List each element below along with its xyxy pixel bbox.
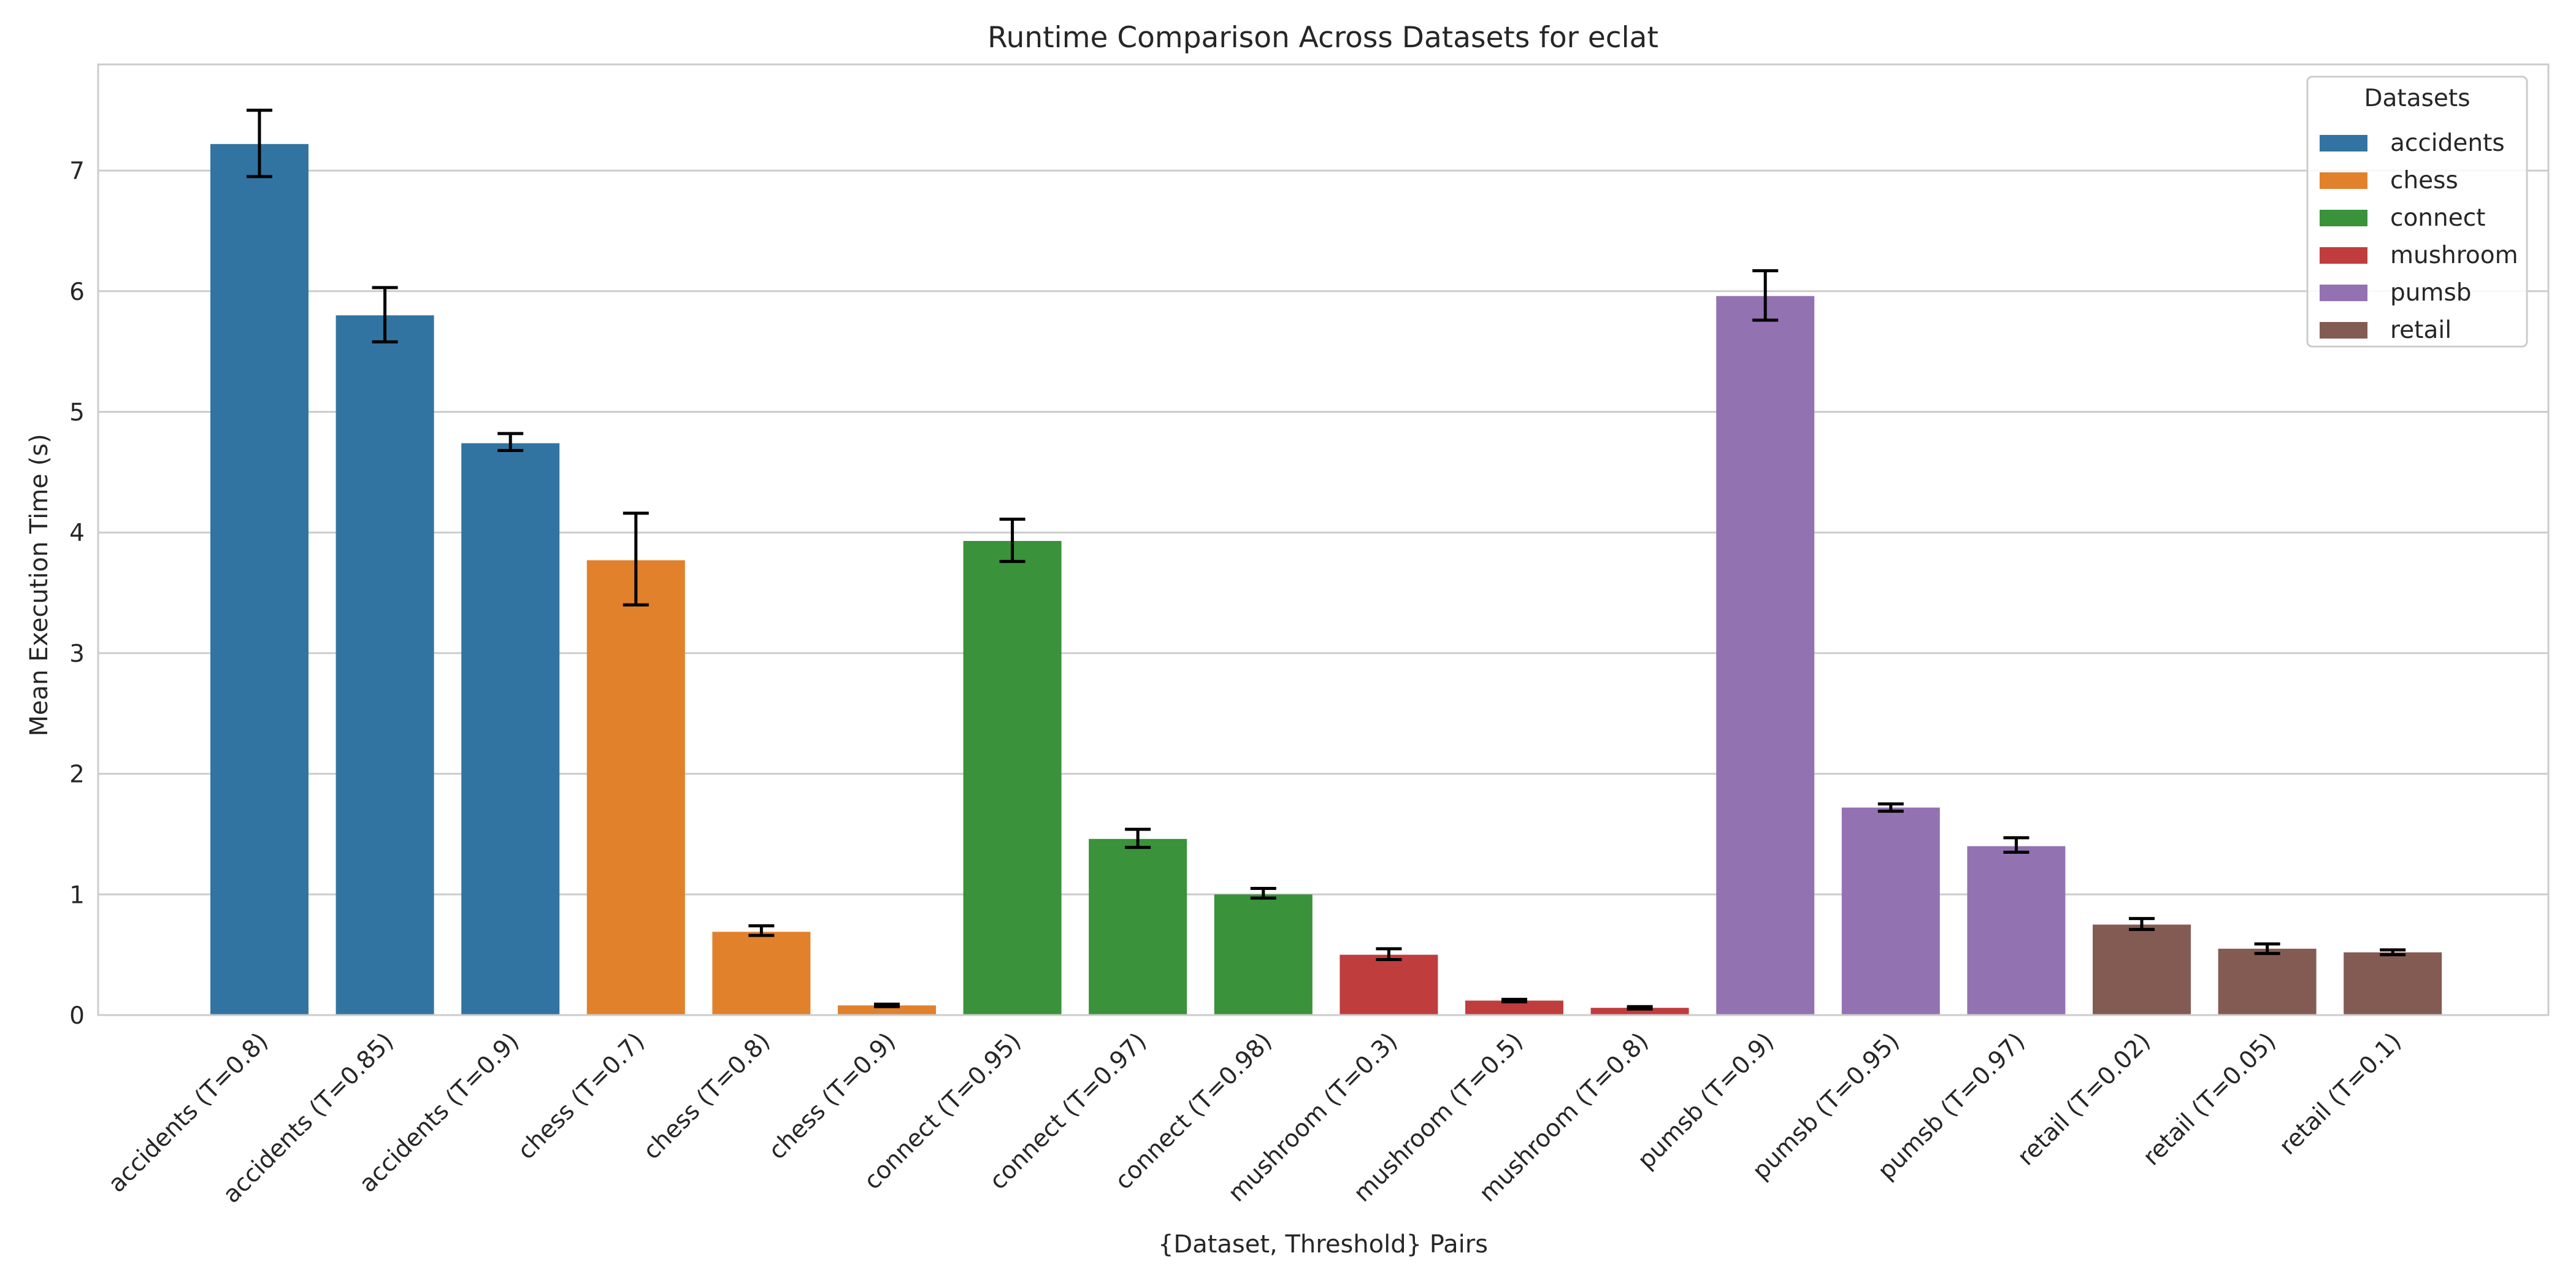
x-tick-label: chess (T=0.8) [638,1027,775,1165]
legend-title: Datasets [2364,85,2470,112]
bar-connect-t-0-97 [1089,838,1187,1015]
bar-mushroom-t-0-5 [1465,1000,1563,1015]
bar-pumsb-t-0-95 [1841,807,1940,1015]
legend-swatch-retail [2320,322,2367,339]
bar-connect-t-0-95 [963,540,1062,1015]
x-tick-label: chess (T=0.7) [513,1027,650,1165]
y-tick-label: 3 [69,640,85,668]
error-bar-accidents-t-0-9 [497,432,524,452]
legend-swatch-mushroom [2320,247,2367,264]
y-tick-label: 5 [69,399,85,426]
legend-label-connect: connect [2390,204,2485,232]
legend-label-mushroom: mushroom [2390,242,2518,269]
error-bar-connect-t-0-95 [999,518,1025,563]
legend-label-accidents: accidents [2390,129,2505,157]
error-bar-accidents-t-0-8 [247,109,272,178]
error-bar-chess-t-0-7 [623,512,649,607]
legend-swatch-connect [2320,210,2367,226]
error-bar-chess-t-0-8 [748,924,775,937]
bar-chess-t-0-9 [838,1005,936,1015]
bar-mushroom-t-0-3 [1340,954,1438,1015]
y-tick-label: 7 [69,158,85,185]
legend-swatch-pumsb [2320,285,2367,301]
bar-accidents-t-0-85 [335,315,434,1015]
bar-accidents-t-0-8 [210,144,309,1015]
x-tick-label: retail (T=0.05) [2137,1027,2281,1171]
error-bar-connect-t-0-97 [1125,827,1151,849]
chart-title: Runtime Comparison Across Datasets for e… [987,21,1658,55]
bar-pumsb-t-0-97 [1967,846,2066,1015]
bar-retail-t-0-02 [2093,924,2191,1015]
bar-pumsb-t-0-9 [1716,296,1815,1015]
errors-layer [247,109,2406,1011]
legend-label-pumsb: pumsb [2390,279,2472,307]
y-tick-label: 0 [69,1002,85,1030]
x-axis-label: {Dataset, Threshold} Pairs [1158,1230,1488,1259]
bars-layer [210,144,2442,1015]
bar-retail-t-0-1 [2344,952,2442,1015]
legend-label-chess: chess [2390,167,2458,194]
x-tick-label: pumsb (T=0.9) [1633,1027,1780,1175]
error-bar-pumsb-t-0-95 [1877,802,1904,813]
y-tick-labels: 0 1 2 3 4 5 6 7 [69,158,85,1030]
plot-frame [97,63,2550,1016]
x-tick-label: chess (T=0.9) [764,1027,901,1165]
legend: Datasets accidents chess connect mushroom pum… [2306,75,2528,348]
y-axis-label: Mean Execution Time (s) [25,434,53,736]
error-bar-pumsb-t-0-97 [2003,836,2030,854]
x-tick-labels: accidents (T=0.8)accidents (T=0.85)accid… [103,1027,2407,1208]
error-bar-pumsb-t-0-9 [1752,269,1779,322]
bar-accidents-t-0-9 [461,443,560,1015]
y-tick-label: 1 [69,881,85,909]
error-bar-chess-t-0-9 [874,1002,900,1008]
legend-label-retail: retail [2390,316,2451,344]
bar-chess-t-0-7 [586,560,685,1015]
error-bar-retail-t-0-02 [2129,917,2155,931]
legend-swatch-chess [2320,172,2367,189]
error-bar-retail-t-0-1 [2380,948,2406,957]
bar-chess-t-0-8 [712,932,811,1015]
bar-connect-t-0-98 [1214,894,1313,1015]
bar-retail-t-0-05 [2218,948,2317,1015]
error-bar-mushroom-t-0-3 [1376,947,1402,962]
y-tick-label: 6 [69,278,85,306]
y-tick-label: 2 [69,761,85,789]
error-bar-retail-t-0-05 [2254,942,2280,956]
error-bar-mushroom-t-0-8 [1627,1005,1653,1011]
bar-mushroom-t-0-8 [1590,1008,1689,1015]
y-tick-label: 4 [69,519,85,547]
error-bar-mushroom-t-0-5 [1501,997,1527,1003]
x-tick-label: retail (T=0.1) [2274,1027,2407,1160]
x-tick-label: retail (T=0.02) [2012,1027,2156,1171]
legend-swatch-accidents [2320,135,2367,151]
error-bar-connect-t-0-98 [1250,886,1276,900]
error-bar-accidents-t-0-85 [372,286,398,343]
